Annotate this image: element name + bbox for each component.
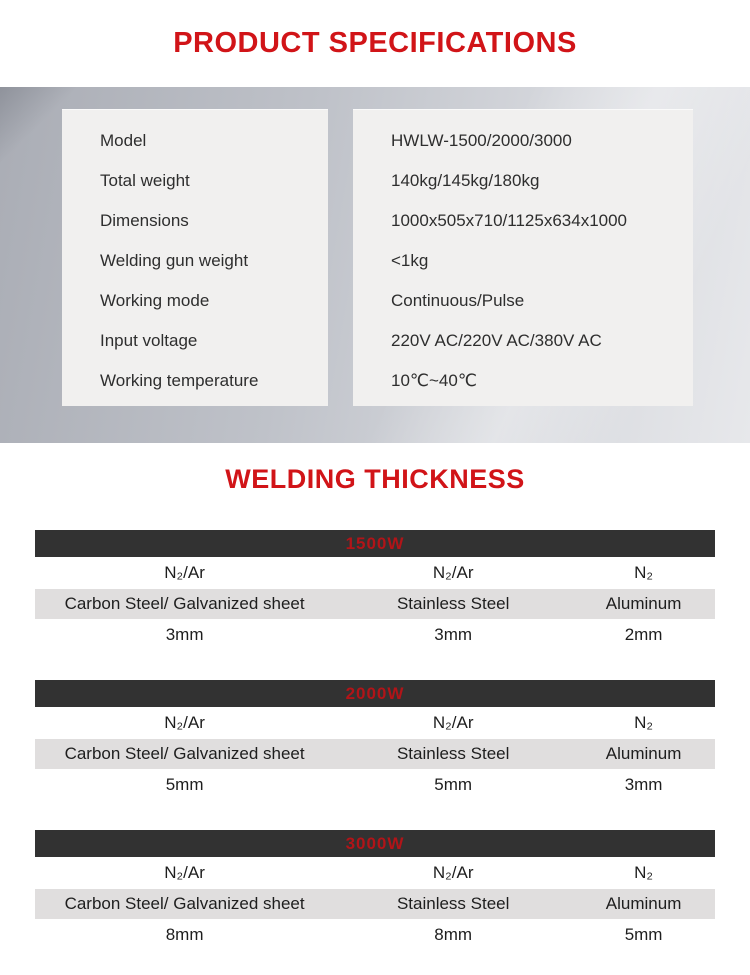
material-row: Carbon Steel/ Galvanized sheet Stainless… [35,889,715,919]
gas-row: N₂/Ar N₂/Ar N₂ [35,557,715,589]
gas-cell: N₂ [634,563,654,582]
thickness-cell: 3mm [165,625,204,644]
thickness-cell: 5mm [434,775,473,794]
material-cell: Aluminum [605,594,682,613]
power-header: 2000W [35,680,715,707]
page-title: PRODUCT SPECIFICATIONS [173,27,577,59]
gas-cell: N₂/Ar [164,713,205,732]
material-row: Carbon Steel/ Galvanized sheet Stainless… [35,589,715,619]
spec-label-working-temperature: Working temperature [100,371,259,390]
spec-value-welding-gun-weight: <1kg [391,251,429,270]
welding-thickness-tables: 1500W N₂/Ar N₂/Ar N₂ Carbon Steel/ Galva… [0,530,750,951]
spec-value-working-temperature: 10℃~40℃ [391,371,477,390]
spec-label-dimensions: Dimensions [100,211,189,230]
gas-cell: N₂ [634,713,654,732]
material-cell: Aluminum [605,894,682,913]
thickness-row: 3mm 3mm 2mm [35,619,715,651]
welding-table-1500w: 1500W N₂/Ar N₂/Ar N₂ Carbon Steel/ Galva… [35,530,715,651]
material-cell: Stainless Steel [396,744,510,763]
material-cell: Carbon Steel/ Galvanized sheet [64,594,305,613]
gas-cell: N₂/Ar [432,863,474,882]
spec-label-working-mode: Working mode [100,291,210,310]
thickness-cell: 3mm [434,625,473,644]
thickness-cell: 8mm [165,925,204,944]
thickness-row: 5mm 5mm 3mm [35,769,715,801]
gas-cell: N₂/Ar [432,563,474,582]
spec-value-dimensions: 1000x505x710/1125x634x1000 [391,211,628,230]
spec-value-working-mode: Continuous/Pulse [391,291,525,310]
thickness-cell: 2mm [624,625,663,644]
spec-value-model: HWLW-1500/2000/3000 [391,131,572,150]
gas-row: N₂/Ar N₂/Ar N₂ [35,707,715,739]
spec-label-model: Model [100,131,147,150]
specifications-section: Model Total weight Dimensions Welding gu… [0,87,750,443]
material-cell: Stainless Steel [396,894,510,913]
spec-label-input-voltage: Input voltage [100,331,198,350]
gas-row: N₂/Ar N₂/Ar N₂ [35,857,715,889]
header-strip: PRODUCT SPECIFICATIONS [0,0,750,87]
material-cell: Stainless Steel [396,594,510,613]
spec-panels: Model Total weight Dimensions Welding gu… [62,109,693,406]
thickness-cell: 5mm [165,775,204,794]
power-header: 1500W [35,530,715,557]
material-row: Carbon Steel/ Galvanized sheet Stainless… [35,739,715,769]
spec-label-welding-gun-weight: Welding gun weight [100,251,249,270]
spec-labels-panel: Model Total weight Dimensions Welding gu… [62,109,328,406]
material-cell: Carbon Steel/ Galvanized sheet [64,894,305,913]
spec-label-total-weight: Total weight [100,171,190,190]
welding-thickness-title: WELDING THICKNESS [225,464,525,494]
spec-values-panel: HWLW-1500/2000/3000 140kg/145kg/180kg 10… [353,109,693,406]
gas-cell: N₂/Ar [432,713,474,732]
gas-cell: N₂/Ar [164,863,205,882]
material-cell: Carbon Steel/ Galvanized sheet [64,744,305,763]
power-header: 3000W [35,830,715,857]
welding-table-3000w: 3000W N₂/Ar N₂/Ar N₂ Carbon Steel/ Galva… [35,830,715,951]
welding-table-2000w: 2000W N₂/Ar N₂/Ar N₂ Carbon Steel/ Galva… [35,680,715,801]
gas-cell: N₂ [634,863,654,882]
spec-value-total-weight: 140kg/145kg/180kg [391,171,540,190]
spec-value-input-voltage: 220V AC/220V AC/380V AC [391,331,602,350]
thickness-row: 8mm 8mm 5mm [35,919,715,951]
material-cell: Aluminum [605,744,682,763]
gas-cell: N₂/Ar [164,563,205,582]
thickness-cell: 5mm [624,925,663,944]
thickness-cell: 8mm [434,925,473,944]
thickness-cell: 3mm [624,775,663,794]
